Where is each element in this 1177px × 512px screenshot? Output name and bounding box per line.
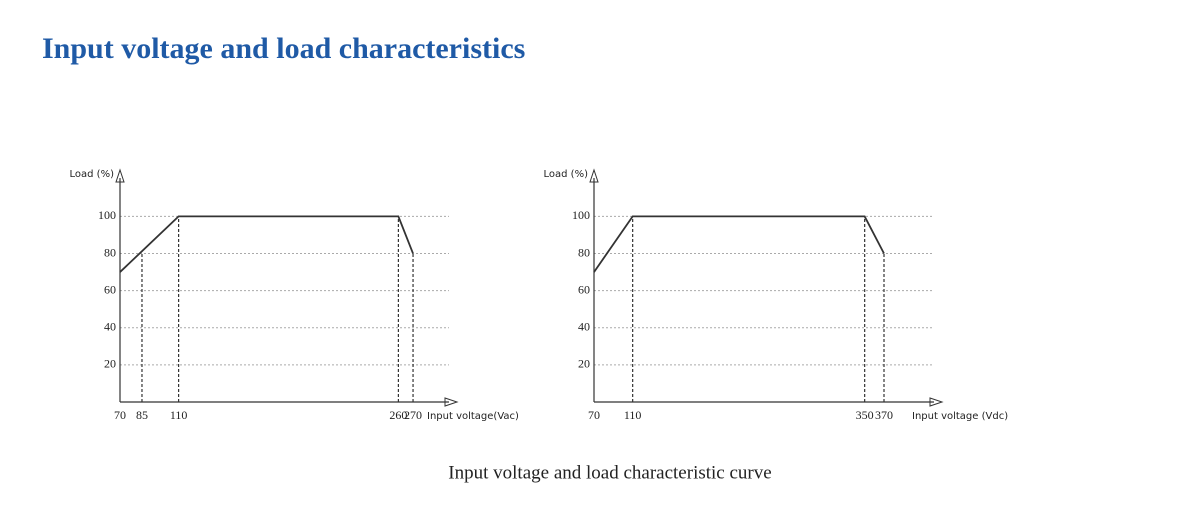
x-tick-label: 370 bbox=[875, 408, 893, 422]
x-axis-label: Input voltage(Vac) bbox=[427, 411, 519, 422]
data-line bbox=[119, 215, 414, 273]
y-axis-arrow bbox=[115, 168, 125, 183]
y-tick-label: 80 bbox=[104, 245, 116, 259]
y-axis-arrow bbox=[589, 168, 599, 183]
y-tick-label: 80 bbox=[578, 245, 590, 259]
x-tick-label: 110 bbox=[170, 408, 188, 422]
page-title: Input voltage and load characteristics bbox=[42, 32, 525, 65]
caption: Input voltage and load characteristic cu… bbox=[448, 462, 771, 483]
x-tick-label: 85 bbox=[136, 408, 148, 422]
x-axis-arrow bbox=[444, 397, 459, 407]
y-tick-label: 40 bbox=[104, 320, 116, 334]
x-tick-label: 70 bbox=[114, 408, 126, 422]
x-axis-arrow bbox=[929, 397, 944, 407]
x-tick-label: 270 bbox=[404, 408, 422, 422]
y-tick-label: 100 bbox=[98, 208, 116, 222]
x-tick-label: 70 bbox=[588, 408, 600, 422]
y-axis-label: Load (%) bbox=[70, 169, 115, 180]
x-tick-label: 260 bbox=[389, 408, 407, 422]
x-tick-label: 350 bbox=[856, 408, 874, 422]
y-tick-label: 60 bbox=[578, 282, 590, 296]
x-tick-label: 110 bbox=[624, 408, 642, 422]
y-tick-label: 100 bbox=[572, 208, 590, 222]
y-tick-label: 20 bbox=[104, 357, 116, 371]
y-axis-label: Load (%) bbox=[544, 169, 589, 180]
y-tick-label: 40 bbox=[578, 320, 590, 334]
data-line bbox=[593, 215, 885, 273]
y-tick-label: 20 bbox=[578, 357, 590, 371]
x-axis-label: Input voltage (Vdc) bbox=[912, 411, 1008, 422]
y-tick-label: 60 bbox=[104, 282, 116, 296]
